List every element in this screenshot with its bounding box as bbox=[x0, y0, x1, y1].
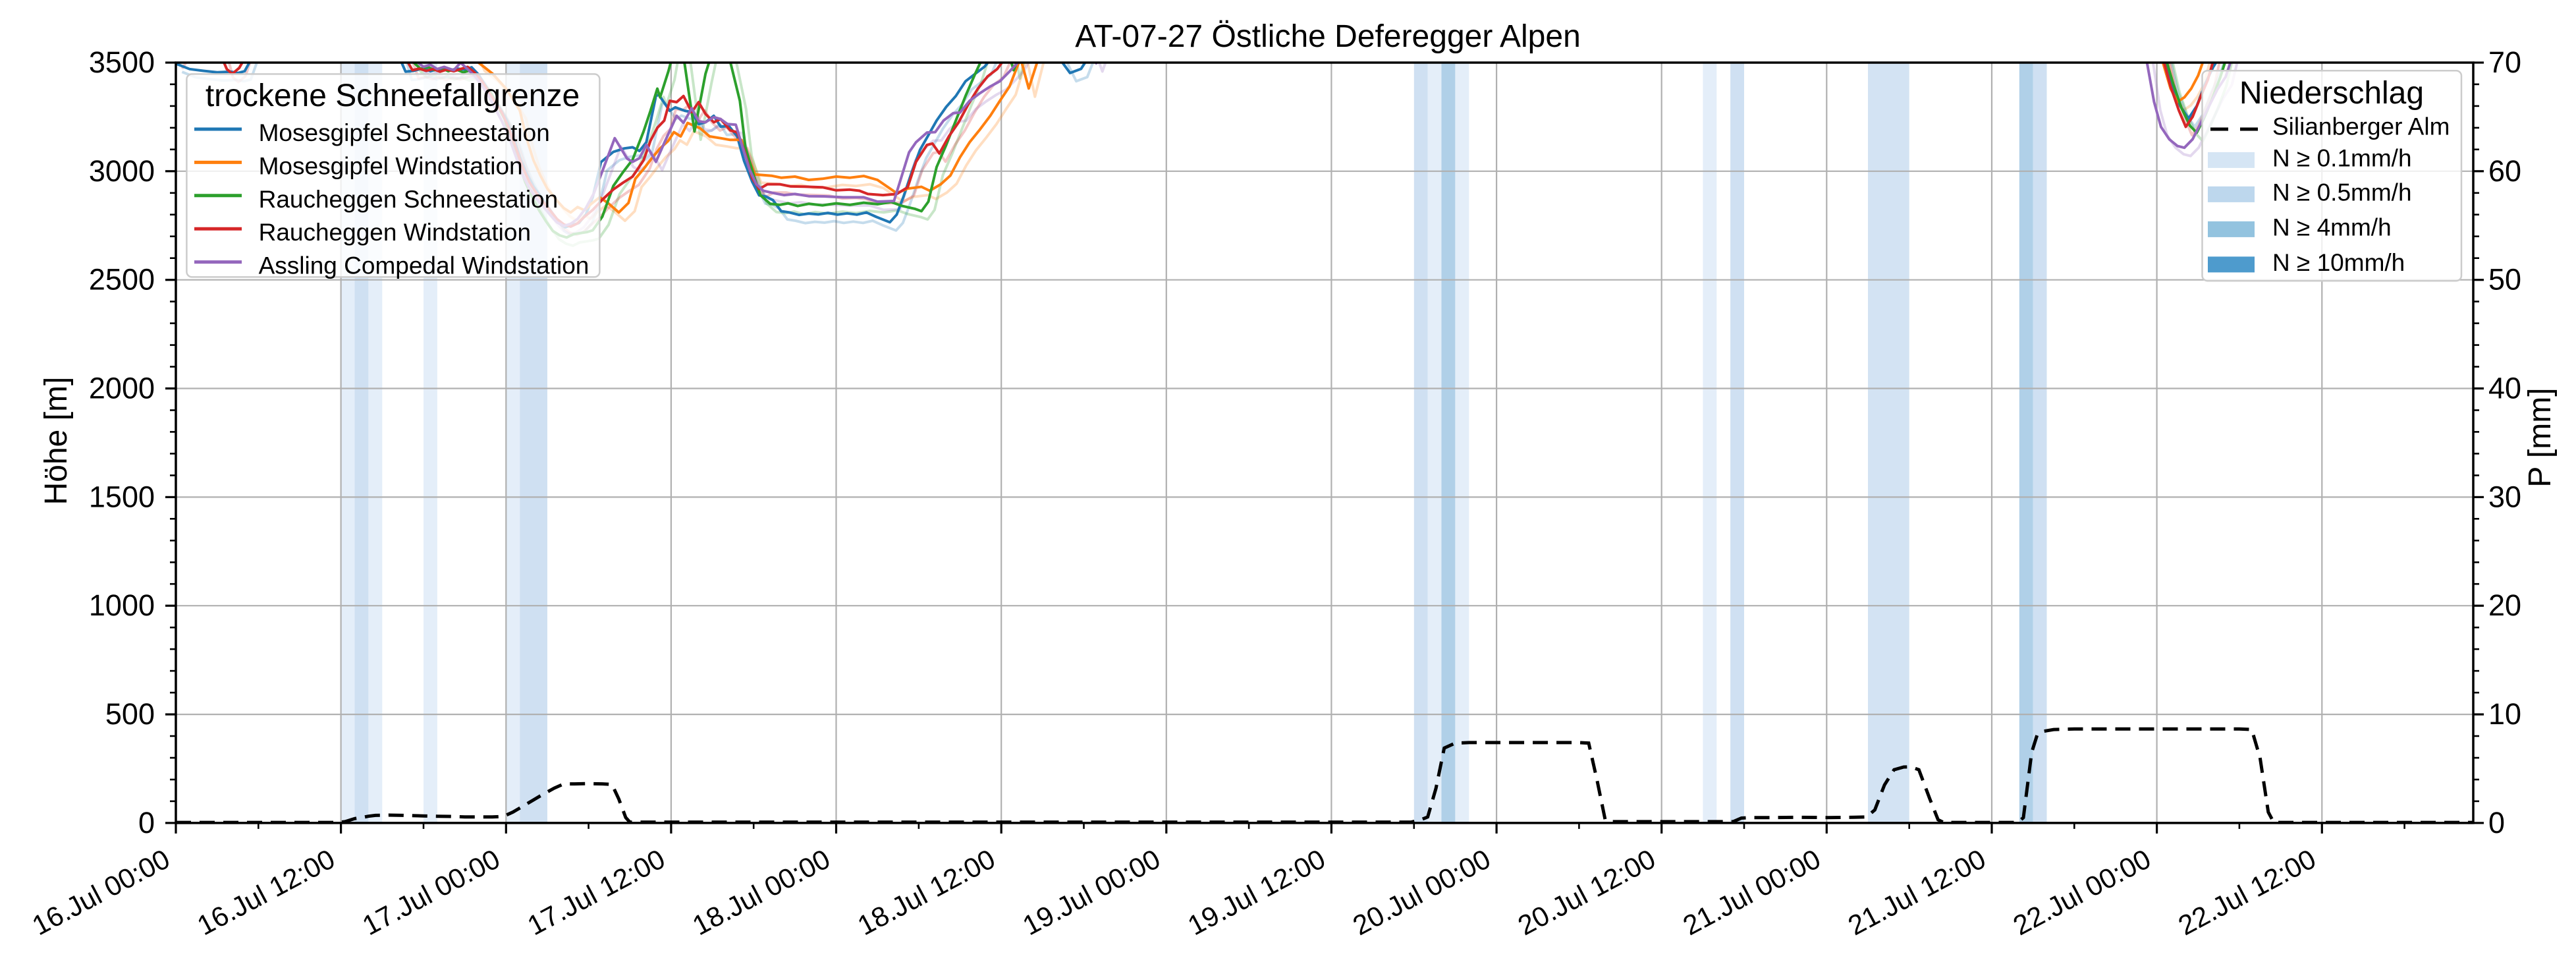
svg-text:2000: 2000 bbox=[89, 372, 155, 405]
svg-text:N ≥ 10mm/h: N ≥ 10mm/h bbox=[2272, 249, 2405, 276]
svg-text:N ≥ 0.1mm/h: N ≥ 0.1mm/h bbox=[2272, 144, 2412, 171]
svg-text:Silianberger Alm: Silianberger Alm bbox=[2272, 113, 2450, 140]
svg-text:1500: 1500 bbox=[89, 480, 155, 513]
svg-text:P [mm]: P [mm] bbox=[2523, 387, 2558, 487]
svg-text:30: 30 bbox=[2488, 480, 2521, 513]
svg-text:Assling Compedal Windstation: Assling Compedal Windstation bbox=[259, 252, 589, 279]
svg-text:N ≥ 4mm/h: N ≥ 4mm/h bbox=[2272, 214, 2392, 241]
svg-text:10: 10 bbox=[2488, 697, 2521, 731]
svg-text:20: 20 bbox=[2488, 588, 2521, 622]
svg-text:Höhe [m]: Höhe [m] bbox=[39, 377, 74, 505]
svg-text:AT-07-27 Östliche Deferegger A: AT-07-27 Östliche Deferegger Alpen bbox=[1075, 19, 1581, 54]
svg-text:0: 0 bbox=[138, 806, 155, 840]
svg-text:70: 70 bbox=[2488, 45, 2521, 79]
svg-text:N ≥ 0.5mm/h: N ≥ 0.5mm/h bbox=[2272, 179, 2412, 206]
svg-text:Mosesgipfel Windstation: Mosesgipfel Windstation bbox=[259, 152, 523, 179]
svg-text:2500: 2500 bbox=[89, 263, 155, 297]
svg-text:0: 0 bbox=[2488, 806, 2505, 840]
svg-text:3000: 3000 bbox=[89, 154, 155, 188]
svg-text:3500: 3500 bbox=[89, 45, 155, 79]
svg-text:Niederschlag: Niederschlag bbox=[2239, 76, 2424, 111]
svg-text:60: 60 bbox=[2488, 154, 2521, 188]
svg-text:trockene Schneefallgrenze: trockene Schneefallgrenze bbox=[206, 78, 580, 113]
svg-text:Raucheggen Schneestation: Raucheggen Schneestation bbox=[259, 186, 559, 213]
svg-text:40: 40 bbox=[2488, 372, 2521, 405]
svg-text:Mosesgipfel Schneestation: Mosesgipfel Schneestation bbox=[259, 119, 550, 146]
svg-text:1000: 1000 bbox=[89, 588, 155, 622]
svg-text:Raucheggen Windstation: Raucheggen Windstation bbox=[259, 219, 531, 246]
svg-text:50: 50 bbox=[2488, 263, 2521, 297]
svg-text:500: 500 bbox=[105, 697, 155, 731]
